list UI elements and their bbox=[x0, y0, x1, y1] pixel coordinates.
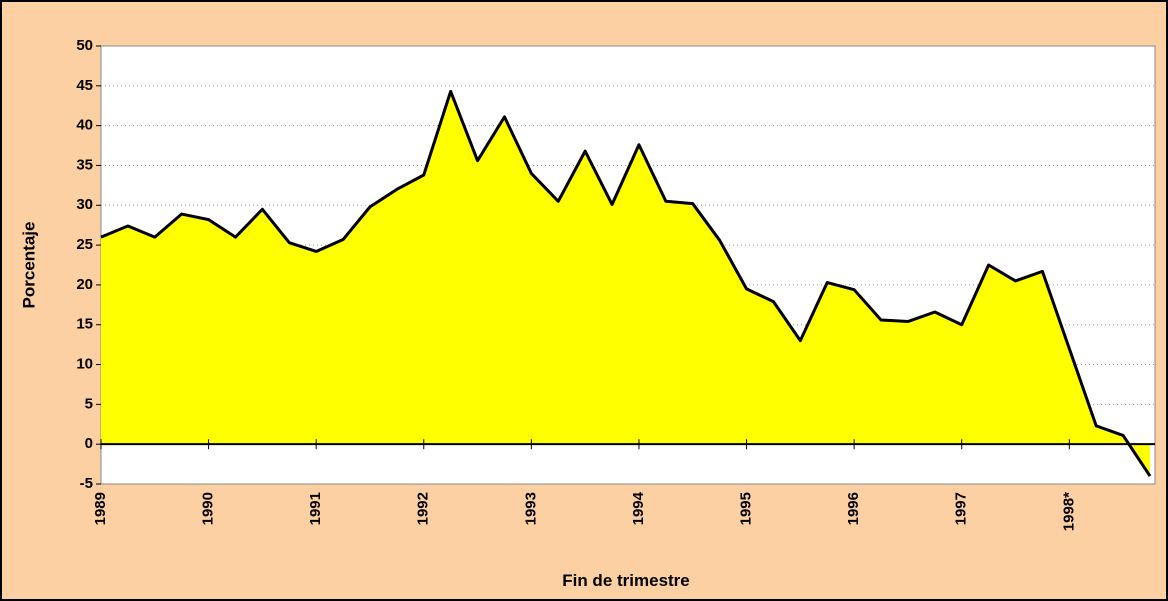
y-tick-label: -5 bbox=[80, 475, 93, 492]
x-tick-label: 1990 bbox=[200, 492, 217, 525]
y-axis-title: Porcentaje bbox=[19, 222, 38, 309]
area-line bbox=[100, 89, 1152, 477]
y-tick-label: 5 bbox=[85, 395, 93, 412]
y-tick-label: 40 bbox=[76, 117, 93, 134]
y-tick-label: 45 bbox=[76, 77, 93, 94]
x-axis-title: Fin de trimestre bbox=[562, 571, 690, 590]
x-tick-label: 1989 bbox=[92, 492, 109, 525]
x-tick-label: 1996 bbox=[845, 492, 862, 525]
x-tick-label: 1994 bbox=[630, 491, 647, 525]
y-tick-label: 25 bbox=[76, 236, 93, 253]
y-tick-label: 30 bbox=[76, 196, 93, 213]
y-tick-label: 50 bbox=[76, 37, 93, 54]
y-tick-label: 10 bbox=[76, 356, 93, 373]
x-tick-label: 1998* bbox=[1060, 492, 1077, 531]
x-tick-label: 1997 bbox=[953, 492, 970, 525]
x-tick-label: 1995 bbox=[738, 492, 755, 525]
y-tick-label: 0 bbox=[85, 435, 93, 452]
x-tick-label: 1993 bbox=[522, 492, 539, 525]
area bbox=[101, 91, 1150, 477]
y-tick-label: 15 bbox=[76, 316, 93, 333]
x-tick-label: 1991 bbox=[307, 492, 324, 525]
y-tick-label: 35 bbox=[76, 156, 93, 173]
y-tick-label: 20 bbox=[76, 276, 93, 293]
x-tick-label: 1992 bbox=[415, 492, 432, 525]
